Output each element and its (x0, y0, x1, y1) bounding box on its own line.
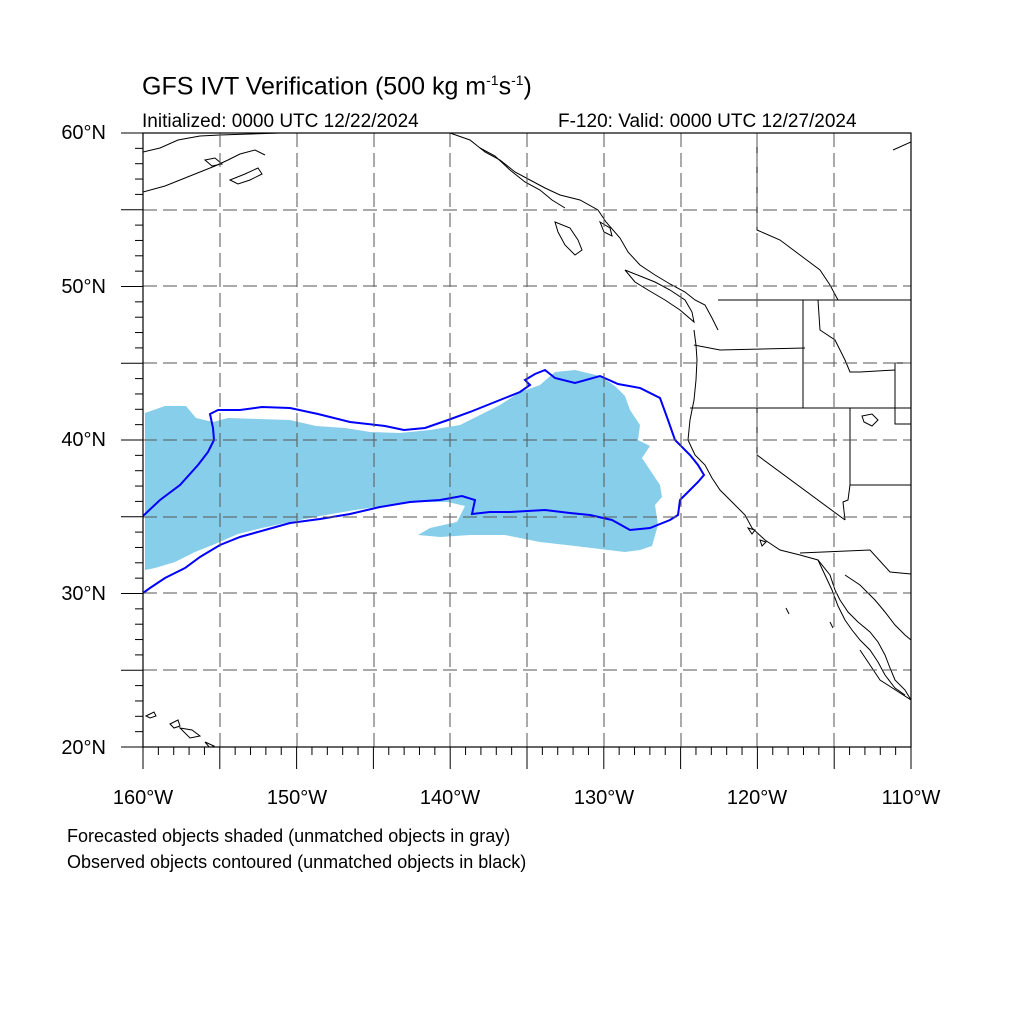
forecast-ivt-object (145, 370, 662, 570)
coastlines (143, 133, 911, 747)
lat-label-60n: 60°N (61, 122, 106, 144)
lon-label-150w: 150°W (266, 787, 328, 809)
lon-label-160w: 160°W (112, 787, 174, 809)
lat-label-50n: 50°N (61, 276, 106, 298)
initialized-time: Initialized: 0000 UTC 12/22/2024 (142, 111, 419, 132)
lat-label-40n: 40°N (61, 429, 106, 451)
legend-note-forecast: Forecasted objects shaded (unmatched obj… (67, 826, 511, 846)
lon-label-110w: 110°W (881, 787, 941, 809)
lon-label-140w: 140°W (419, 787, 481, 809)
legend-note-observed: Observed objects contoured (unmatched ob… (67, 852, 527, 872)
axis-ticks (121, 132, 912, 769)
chart-title: GFS IVT Verification (500 kg m-1s-1) (142, 72, 532, 101)
lon-label-120w: 120°W (726, 787, 788, 809)
graticule (143, 133, 911, 747)
lon-label-130w: 130°W (573, 787, 635, 809)
lat-label-30n: 30°N (61, 583, 106, 605)
lat-label-20n: 20°N (61, 737, 106, 759)
valid-time: F-120: Valid: 0000 UTC 12/27/2024 (558, 111, 857, 132)
